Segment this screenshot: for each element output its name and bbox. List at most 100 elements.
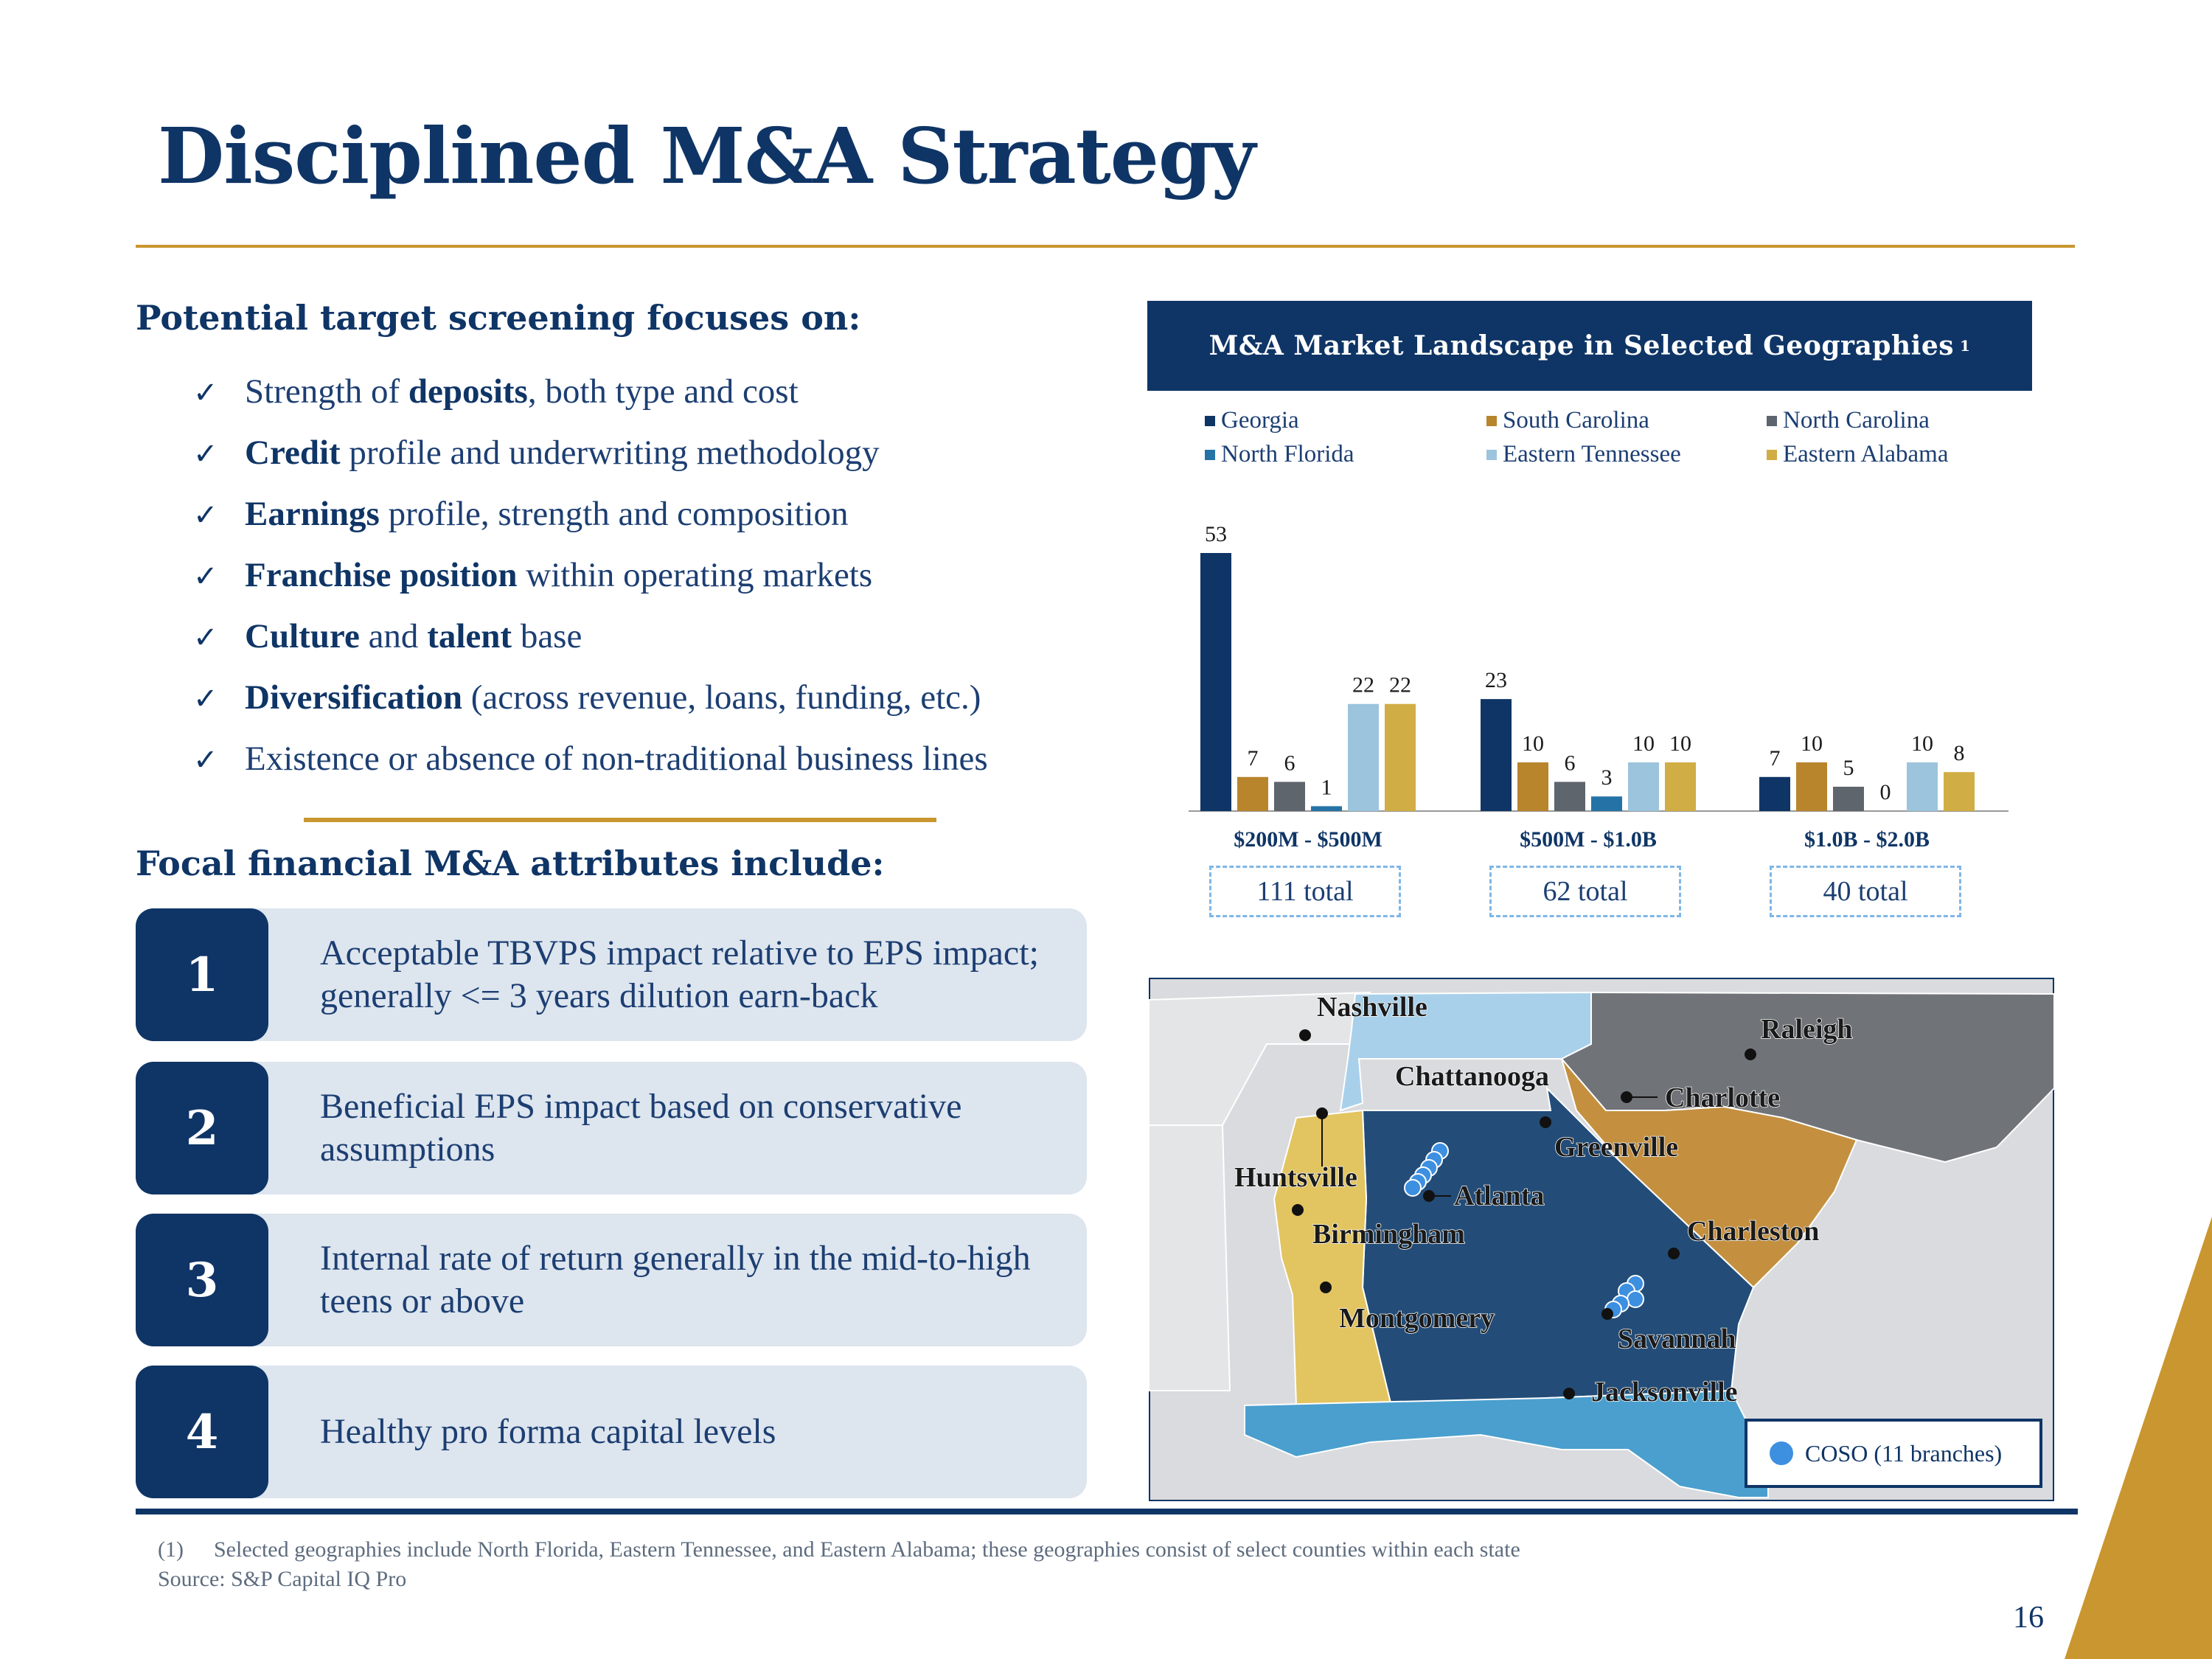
data-label: 10 bbox=[1801, 731, 1823, 756]
screening-list: ✓ Strength of deposits, both type and cos… bbox=[193, 367, 988, 796]
data-label: 7 bbox=[1770, 746, 1781, 771]
city-label-nashville: Nashville bbox=[1317, 992, 1427, 1023]
attribute-card-2: 2 Beneficial EPS impact based on conserv… bbox=[136, 1062, 1087, 1194]
bar-north-carolina bbox=[1833, 786, 1864, 811]
map-legend-box bbox=[1745, 1419, 2042, 1488]
bar-north-florida bbox=[1591, 796, 1622, 811]
legend-item-eastern-alabama: Eastern Alabama bbox=[1767, 441, 1949, 468]
bar-chart: 53 7 6 1 22 22 $200M - $500M 23 10 6 3 10 10 $500M - … bbox=[1189, 522, 2008, 852]
state-south-carolina bbox=[1561, 1058, 1858, 1289]
legend-swatch bbox=[1486, 415, 1497, 426]
list-item: ✓ Strength of deposits, both type and cos… bbox=[193, 367, 988, 428]
attribute-text: Healthy pro forma capital levels bbox=[320, 1412, 776, 1451]
geography-map: Nashville Raleigh Chattanooga Charlotte … bbox=[1149, 978, 2054, 1501]
city-dot-raleigh bbox=[1745, 1048, 1756, 1060]
data-label: 6 bbox=[1284, 751, 1295, 775]
bar-georgia bbox=[1200, 553, 1231, 811]
list-item: ✓ Franchise position within operating mar… bbox=[193, 551, 988, 612]
checkmark-icon: ✓ bbox=[193, 560, 218, 594]
checkmark-icon: ✓ bbox=[193, 376, 218, 410]
data-label: 1 bbox=[1321, 775, 1332, 799]
legend-swatch bbox=[1767, 415, 1777, 426]
page-title: Disciplined M&A Strategy bbox=[158, 111, 1256, 201]
legend-swatch bbox=[1486, 449, 1497, 460]
city-dot-charleston bbox=[1668, 1248, 1680, 1259]
map-legend-label: COSO (11 branches) bbox=[1805, 1440, 2002, 1467]
attribute-text: Beneficial EPS impact based on conservat… bbox=[320, 1087, 962, 1169]
bar-eastern-tennessee bbox=[1628, 762, 1659, 811]
data-label: 10 bbox=[1669, 731, 1691, 756]
checkmark-icon: ✓ bbox=[193, 743, 218, 777]
data-label: 23 bbox=[1485, 668, 1507, 692]
bar-south-carolina bbox=[1237, 776, 1268, 811]
corner-triangle bbox=[2065, 1217, 2212, 1659]
data-label: 8 bbox=[1954, 741, 1965, 765]
list-item: ✓ Diversification (across revenue, loans,… bbox=[193, 673, 988, 734]
checkmark-icon: ✓ bbox=[193, 621, 218, 655]
page-number: 16 bbox=[2013, 1601, 2044, 1635]
data-label: 0 bbox=[1880, 780, 1891, 804]
data-label: 6 bbox=[1565, 751, 1576, 775]
checkmark-icon: ✓ bbox=[193, 498, 218, 532]
data-label: 3 bbox=[1601, 765, 1613, 790]
bar-north-carolina bbox=[1274, 782, 1305, 811]
city-dot-greenville bbox=[1540, 1116, 1551, 1128]
city-label-chattanooga: Chattanooga bbox=[1395, 1061, 1549, 1092]
legend-swatch bbox=[1205, 449, 1215, 460]
title-divider bbox=[136, 245, 2075, 248]
category-label: $200M - $500M bbox=[1234, 827, 1382, 852]
chart-header: M&A Market Landscape in Selected Geograp… bbox=[1147, 301, 2032, 391]
data-label: 7 bbox=[1248, 746, 1259, 771]
city-label-jacksonville: Jacksonville bbox=[1591, 1377, 1737, 1408]
source-note: Source: S&P Capital IQ Pro bbox=[158, 1567, 407, 1591]
attribute-card-4: 4 Healthy pro forma capital levels bbox=[136, 1366, 1087, 1498]
data-label: 22 bbox=[1389, 673, 1411, 698]
background-region bbox=[1149, 991, 1371, 1126]
attribute-text: Internal rate of return generally in the… bbox=[320, 1239, 1031, 1321]
checkmark-icon: ✓ bbox=[193, 437, 218, 471]
legend-item-north-carolina: North Carolina bbox=[1767, 407, 1930, 434]
city-label-birmingham: Birmingham bbox=[1312, 1219, 1465, 1250]
map-legend-branch-icon bbox=[1768, 1440, 1795, 1467]
attributes-heading: Focal financial M&A attributes include: bbox=[136, 844, 885, 883]
city-label-montgomery: Montgomery bbox=[1339, 1303, 1495, 1334]
city-label-huntsville: Huntsville bbox=[1234, 1162, 1357, 1193]
city-label-greenville: Greenville bbox=[1554, 1132, 1678, 1163]
section-divider bbox=[304, 818, 936, 822]
city-dot-savannah bbox=[1601, 1308, 1613, 1320]
category-label: $1.0B - $2.0B bbox=[1804, 827, 1930, 852]
corner-accent bbox=[2065, 1217, 2212, 1659]
attribute-number: 2 bbox=[136, 1062, 268, 1194]
bar-eastern-tennessee bbox=[1348, 703, 1379, 811]
city-dot-jacksonville bbox=[1563, 1388, 1575, 1399]
city-label-charleston: Charleston bbox=[1687, 1216, 1819, 1247]
bar-eastern-alabama bbox=[1385, 703, 1416, 811]
attribute-number: 1 bbox=[136, 908, 268, 1041]
list-item: ✓ Earnings profile, strength and composit… bbox=[193, 490, 988, 551]
bar-georgia bbox=[1759, 776, 1790, 811]
branch-marker bbox=[1627, 1290, 1644, 1308]
data-label: 10 bbox=[1522, 731, 1544, 756]
list-item: ✓ Culture and talent base bbox=[193, 612, 988, 673]
legend-swatch bbox=[1767, 449, 1777, 460]
legend-item-georgia: Georgia bbox=[1205, 407, 1299, 434]
total-box-2: 62 total bbox=[1489, 866, 1681, 917]
bar-north-florida bbox=[1311, 806, 1342, 811]
chart-title: M&A Market Landscape in Selected Geograp… bbox=[1208, 330, 1954, 361]
attribute-number: 4 bbox=[136, 1366, 268, 1498]
screening-heading: Potential target screening focuses on: bbox=[136, 298, 861, 338]
branch-marker bbox=[1404, 1179, 1422, 1197]
footnote-1: (1) Selected geographies include North Fl… bbox=[158, 1537, 1520, 1562]
data-label: 10 bbox=[1911, 731, 1933, 756]
bar-eastern-tennessee bbox=[1907, 762, 1938, 811]
attribute-number: 3 bbox=[136, 1214, 268, 1346]
list-item: ✓ Credit profile and underwriting methodo… bbox=[193, 428, 988, 490]
list-item: ✓ Existence or absence of non-traditional… bbox=[193, 734, 988, 796]
attribute-card-3: 3 Internal rate of return generally in t… bbox=[136, 1214, 1087, 1346]
city-label-savannah: Savannah bbox=[1618, 1324, 1736, 1354]
total-box-3: 40 total bbox=[1770, 866, 1961, 917]
legend-item-north-florida: North Florida bbox=[1205, 441, 1354, 468]
legend-swatch bbox=[1205, 415, 1215, 426]
attribute-card-1: 1 Acceptable TBVPS impact relative to EP… bbox=[136, 908, 1087, 1041]
total-box-1: 111 total bbox=[1209, 866, 1401, 917]
